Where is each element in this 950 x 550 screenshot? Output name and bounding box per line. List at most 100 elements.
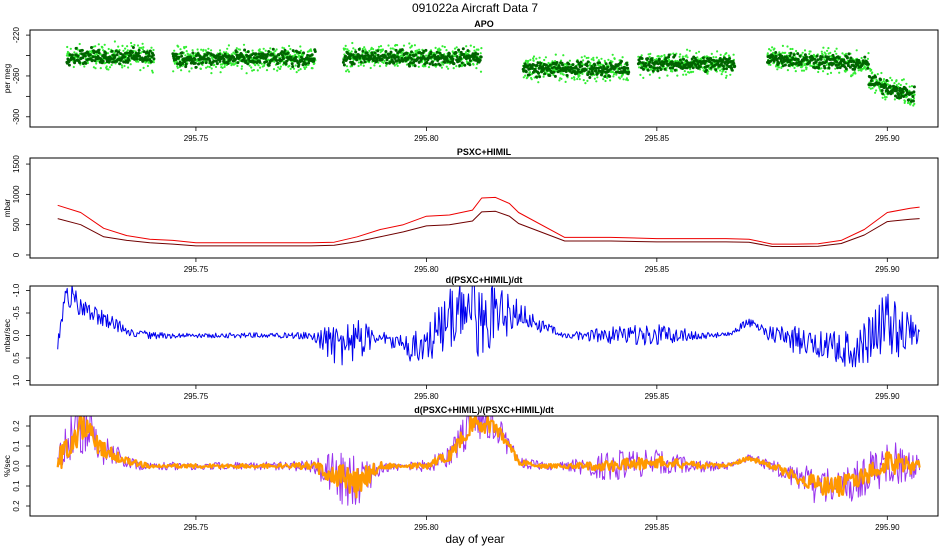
data-point: [642, 67, 645, 71]
data-point: [344, 54, 347, 58]
data-point: [826, 49, 829, 52]
data-point: [881, 92, 885, 96]
data-point: [440, 66, 443, 69]
data-point: [526, 61, 529, 65]
data-point: [278, 62, 281, 65]
data-point: [71, 53, 74, 57]
data-point: [781, 51, 784, 54]
data-point: [655, 66, 659, 70]
x-tick-label: 295.90: [875, 523, 900, 532]
data-point: [127, 66, 130, 69]
data-point: [173, 49, 176, 52]
data-point: [819, 57, 823, 61]
series-1: [57, 196, 920, 245]
data-point: [604, 79, 607, 83]
data-point: [857, 58, 861, 62]
data-point: [97, 43, 100, 46]
data-point: [259, 66, 262, 69]
data-point: [586, 67, 590, 70]
data-point: [903, 101, 906, 104]
data-point: [885, 96, 888, 99]
data-point: [890, 90, 894, 94]
data-point: [615, 73, 618, 76]
data-point: [673, 68, 677, 72]
data-point: [568, 59, 572, 62]
data-point: [210, 72, 213, 75]
data-point: [882, 78, 886, 81]
data-point: [355, 58, 359, 62]
data-point: [264, 49, 267, 52]
panel-title: APO: [474, 19, 494, 29]
data-point: [597, 59, 601, 62]
data-point: [113, 52, 116, 55]
data-point: [777, 61, 781, 65]
data-point: [657, 57, 661, 61]
data-point: [659, 68, 663, 71]
data-point: [584, 68, 588, 72]
data-point: [660, 55, 663, 58]
data-point: [473, 49, 476, 52]
data-point: [393, 64, 396, 67]
data-point: [301, 57, 304, 61]
data-point: [869, 87, 872, 90]
data-point: [407, 56, 410, 60]
data-point: [856, 63, 860, 67]
data-point: [880, 89, 884, 92]
data-point: [863, 66, 867, 69]
data-point: [555, 61, 559, 64]
data-point: [372, 48, 375, 51]
data-point: [147, 51, 151, 55]
data-point: [452, 67, 455, 70]
x-tick-label: 295.85: [645, 134, 670, 143]
data-point: [86, 61, 89, 65]
plot-frame: [29, 285, 939, 386]
data-point: [95, 62, 98, 65]
data-point: [179, 48, 182, 51]
data-point: [649, 52, 652, 56]
y-tick-label: 500: [12, 217, 21, 231]
data-point: [570, 77, 574, 80]
data-point: [858, 61, 862, 65]
data-point: [94, 45, 97, 48]
y-tick-label: 0.2: [12, 420, 21, 432]
data-point: [638, 66, 641, 69]
panel-title: PSXC+HIMIL: [457, 147, 512, 157]
series-1: [65, 40, 916, 107]
data-point: [598, 61, 601, 65]
data-point: [599, 63, 603, 66]
data-point: [774, 54, 778, 58]
data-point: [701, 56, 705, 60]
data-point: [600, 72, 604, 75]
data-point: [710, 52, 713, 56]
data-point: [438, 63, 442, 67]
x-tick-label: 295.85: [645, 523, 670, 532]
data-point: [378, 65, 382, 68]
data-point: [535, 64, 539, 67]
panel-3: d(PSXC+HIMIL)/dt mbar/sec 295.75 295.80 295.…: [3, 275, 939, 401]
data-point: [706, 64, 710, 68]
data-point: [895, 79, 898, 82]
data-point: [797, 63, 801, 67]
data-point: [771, 54, 775, 58]
data-point: [344, 47, 347, 50]
data-point: [476, 52, 480, 56]
data-point: [769, 59, 772, 63]
data-point: [148, 49, 152, 53]
data-point: [911, 99, 915, 103]
data-point: [113, 40, 116, 43]
data-point: [716, 50, 719, 53]
data-point: [235, 47, 238, 50]
data-point: [907, 98, 911, 102]
data-point: [177, 55, 181, 59]
x-tick-label: 295.75: [184, 523, 209, 532]
data-point: [416, 49, 419, 52]
data-point: [538, 75, 542, 79]
data-point: [297, 69, 300, 72]
data-point: [642, 76, 645, 79]
data-point: [720, 73, 723, 76]
data-point: [131, 46, 135, 49]
data-point: [725, 67, 728, 71]
data-point: [151, 53, 155, 57]
data-point: [769, 63, 772, 66]
data-point: [193, 57, 197, 61]
